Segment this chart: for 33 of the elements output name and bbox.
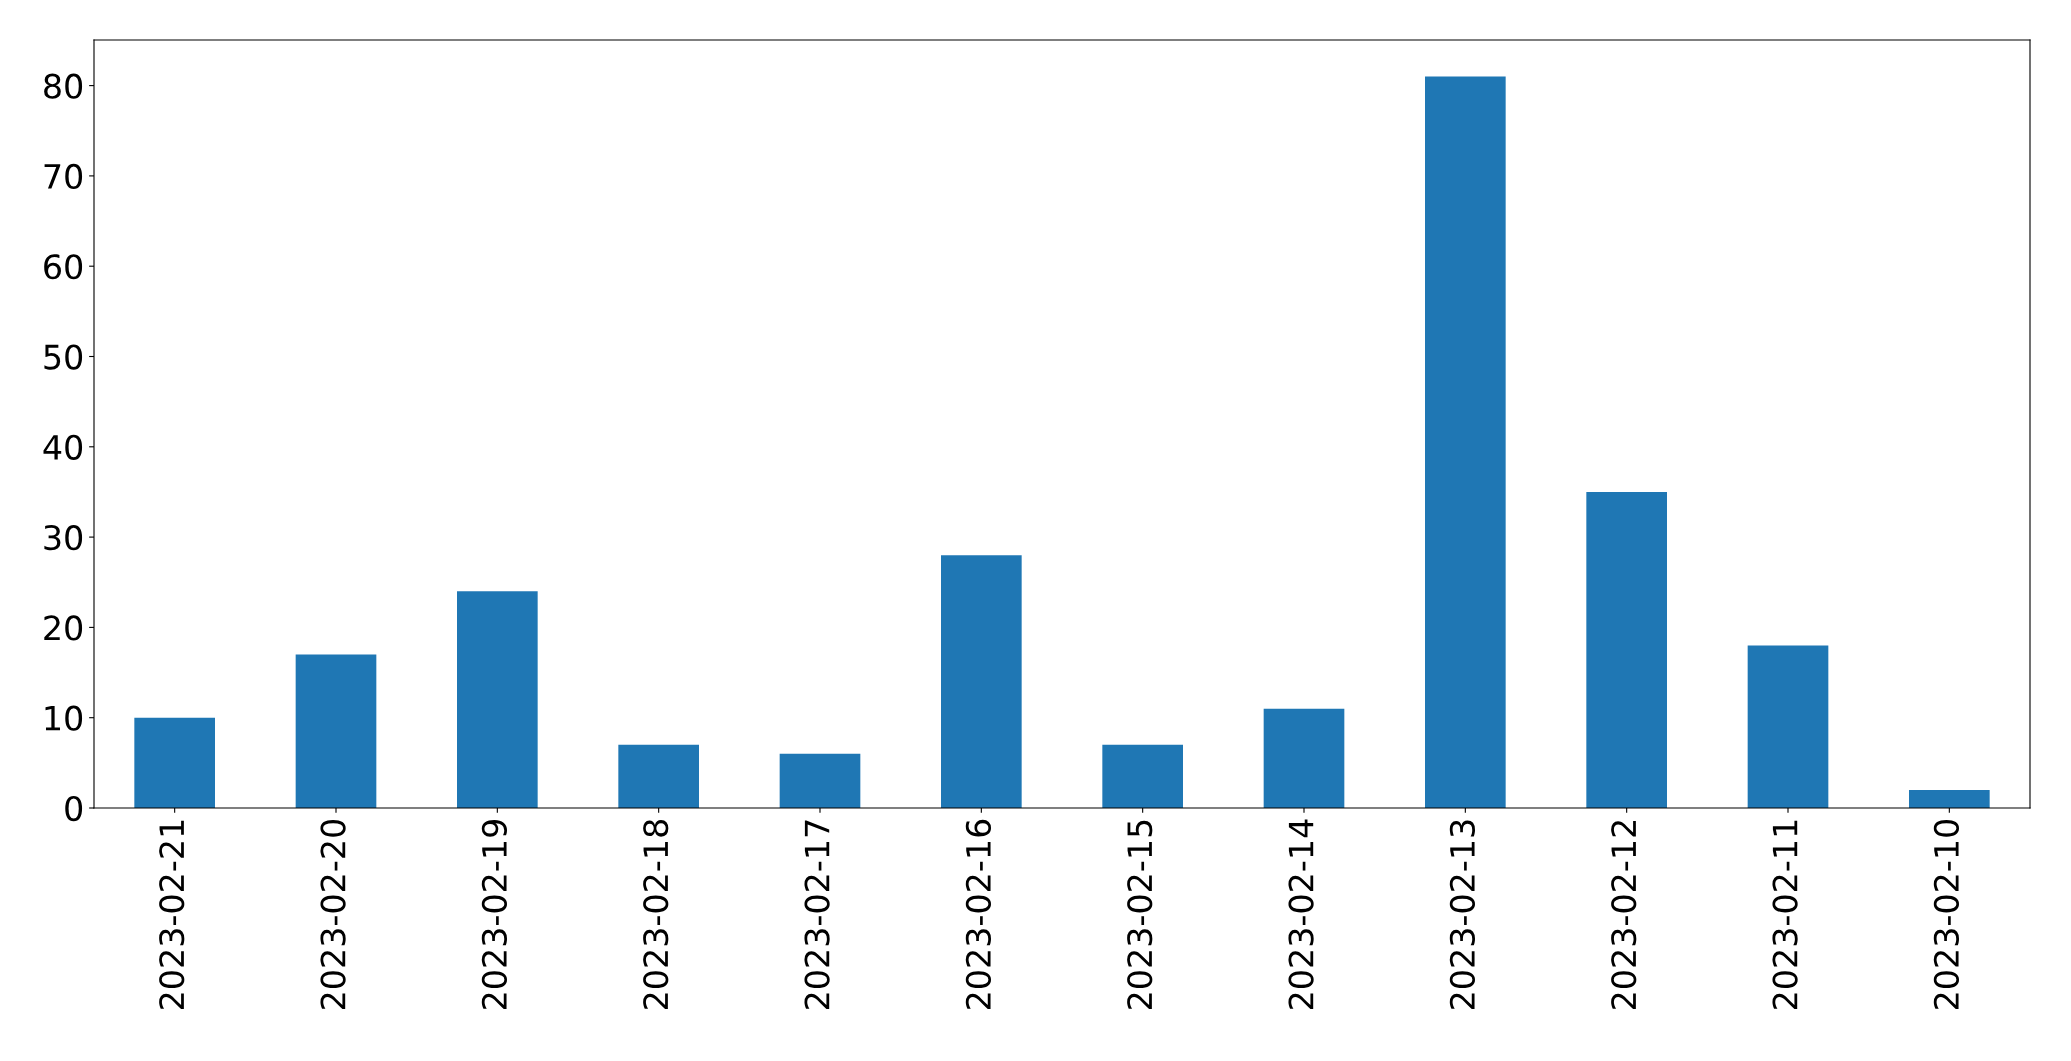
x-tick-label: 2023-02-17 — [804, 820, 830, 1009]
x-tick-label: 2023-02-16 — [965, 819, 992, 1009]
bar — [1909, 789, 1990, 808]
y-tick-label: 20 — [44, 615, 83, 641]
bar — [457, 591, 538, 808]
x-tick-label: 2023-02-10 — [1933, 819, 1960, 1009]
y-tick-label: 60 — [44, 254, 83, 280]
bar — [779, 753, 861, 808]
bar — [295, 654, 377, 808]
bar — [1425, 76, 1506, 808]
y-tick-label: 30 — [44, 525, 83, 551]
y-tick-label: 0 — [65, 795, 83, 822]
bar — [1586, 491, 1667, 808]
bar — [134, 717, 215, 808]
bar — [941, 555, 1022, 808]
y-tick-label: 10 — [45, 705, 83, 731]
x-tick-label: 2023-02-14 — [1288, 819, 1314, 1009]
bar — [618, 744, 699, 808]
x-tick-label: 2023-02-20 — [320, 819, 346, 1009]
bar — [1102, 744, 1183, 808]
bar — [1263, 708, 1345, 808]
x-tick-label: 2023-02-13 — [1449, 820, 1476, 1009]
x-tick-label: 2023-02-21 — [159, 820, 185, 1009]
y-tick-label: 70 — [44, 163, 83, 190]
x-tick-label: 2023-02-15 — [1127, 820, 1153, 1009]
x-tick-label: 2023-02-19 — [481, 820, 508, 1009]
y-tick-label: 50 — [44, 344, 83, 370]
y-tick-label: 40 — [43, 434, 83, 460]
bar — [1747, 645, 1829, 808]
y-tick-label: 80 — [44, 73, 83, 99]
x-tick-label: 2023-02-11 — [1772, 820, 1798, 1009]
x-tick-label: 2023-02-12 — [1611, 821, 1637, 1009]
x-tick-label: 2023-02-18 — [643, 820, 669, 1009]
